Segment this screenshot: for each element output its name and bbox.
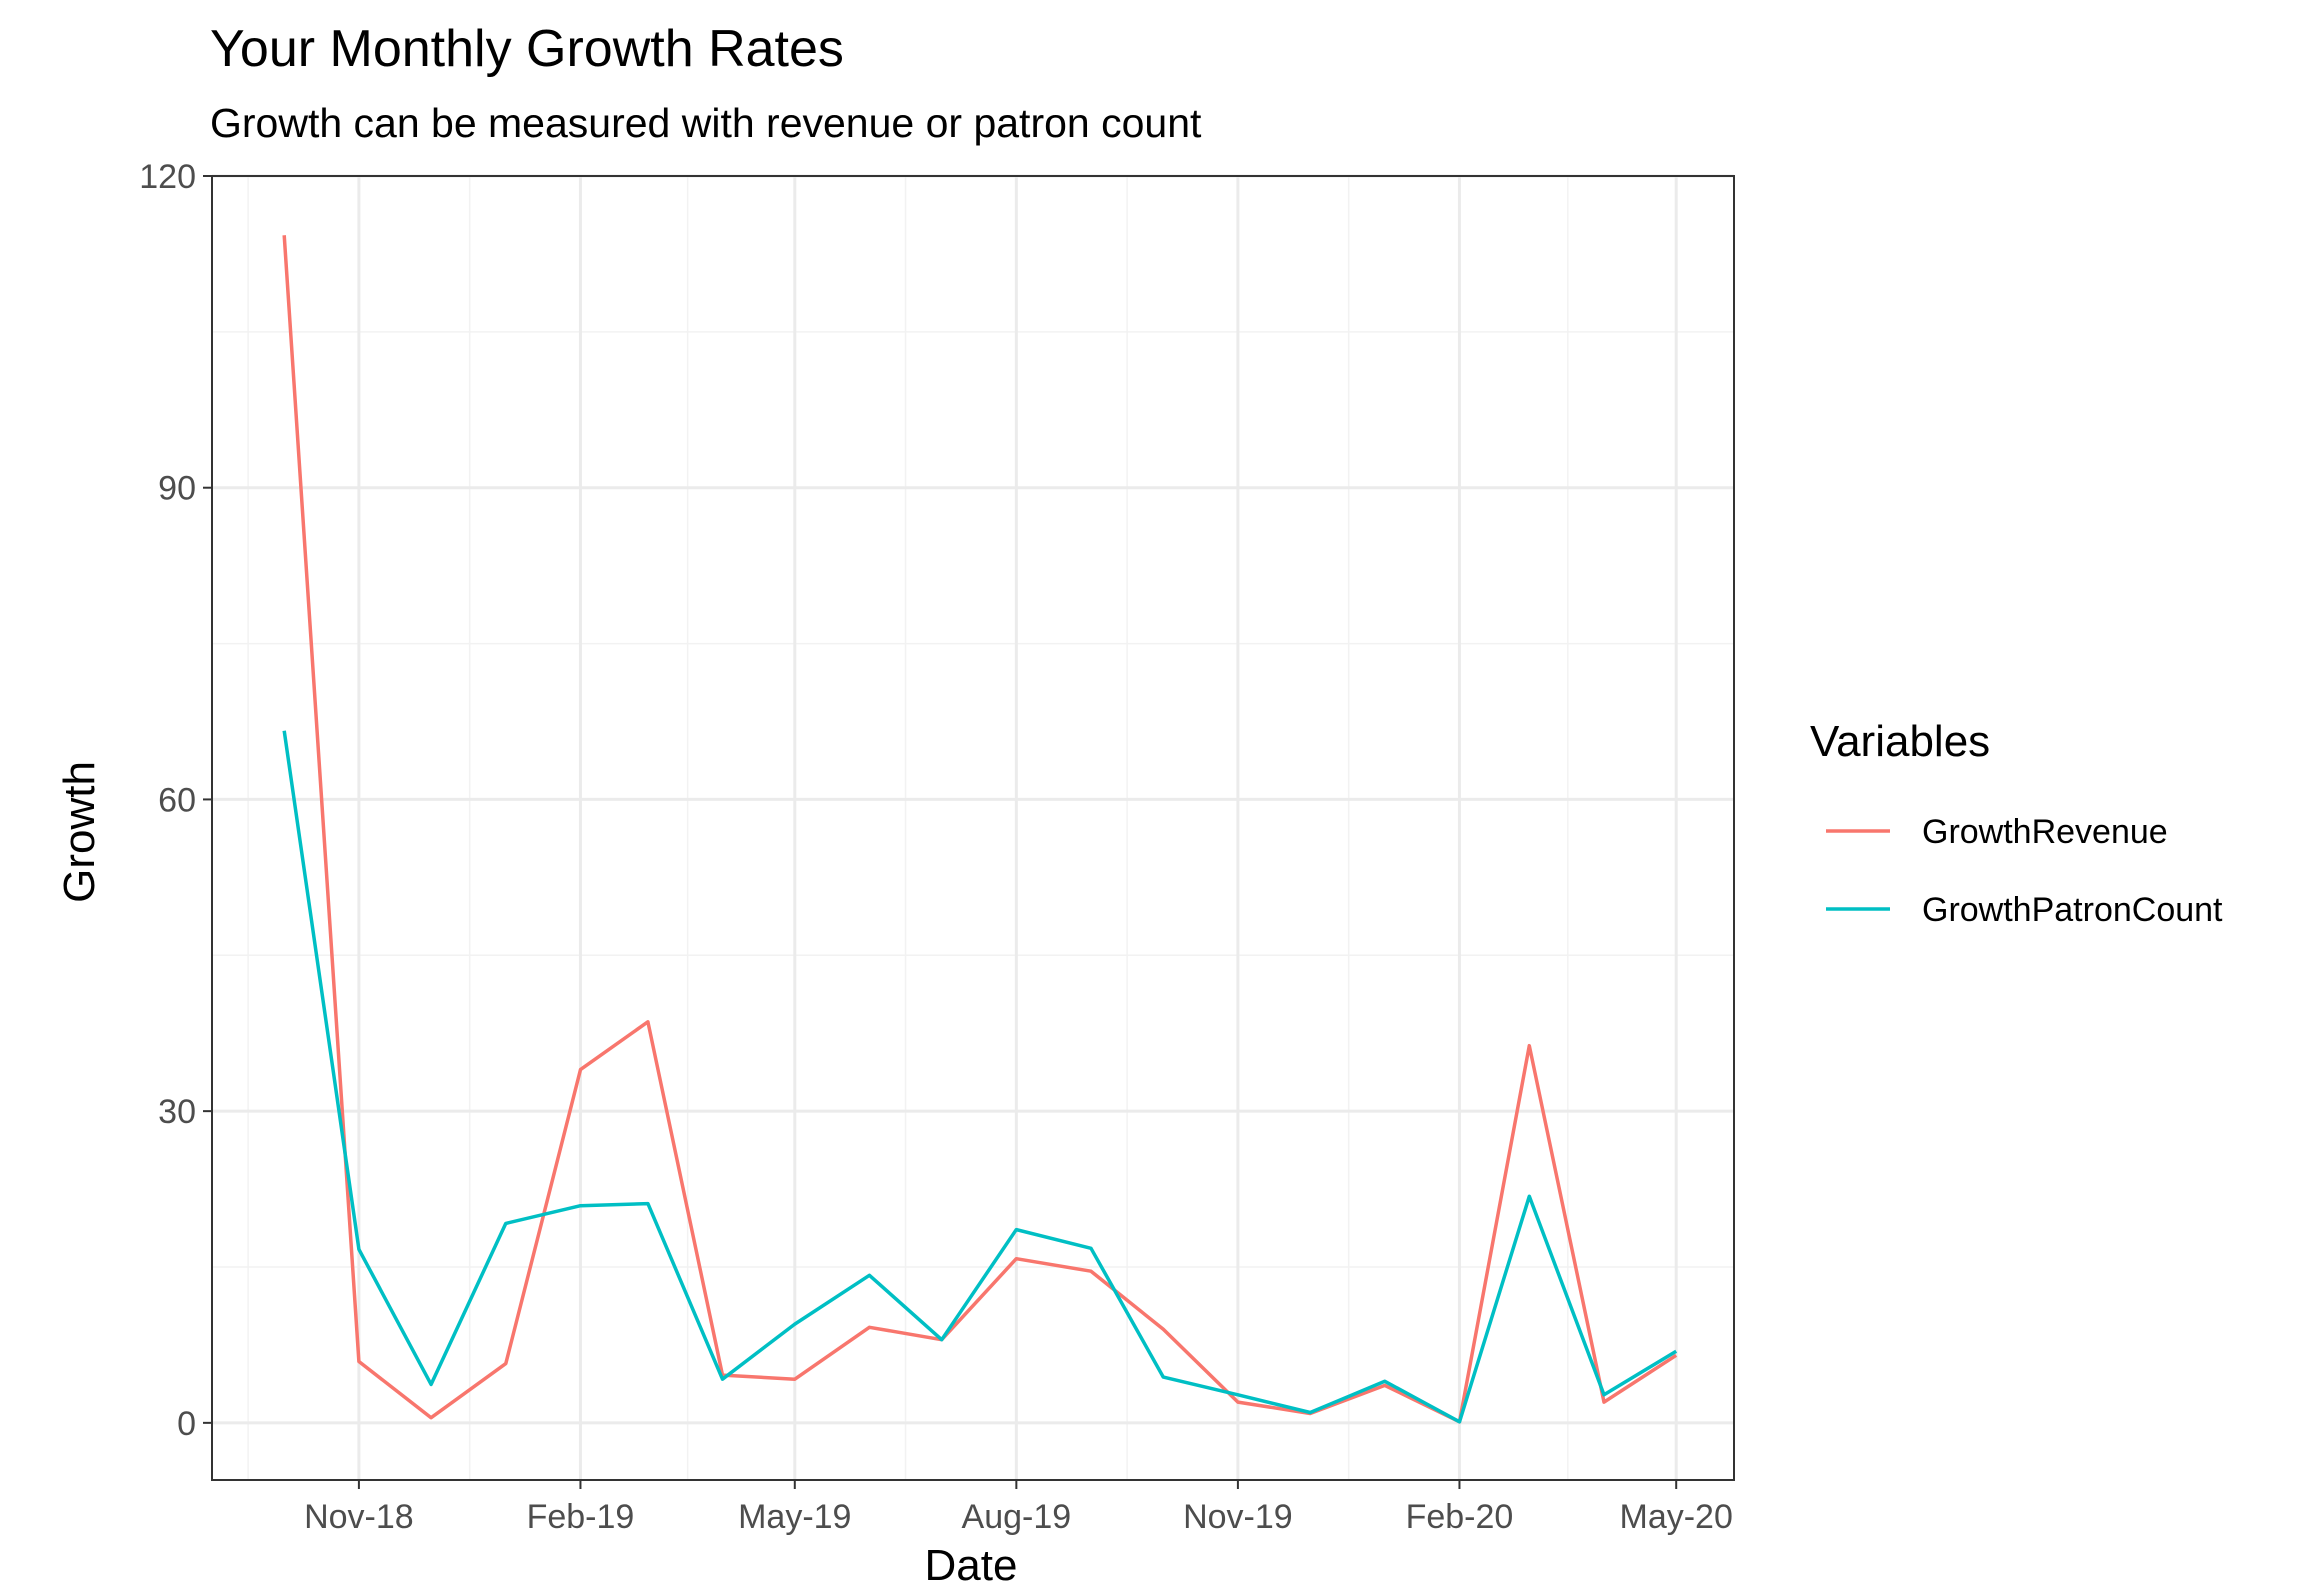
axis-layer: 0 30 60 90 120 Nov-18 Feb-19 May-19 Aug-19 Nov-19… — [139, 158, 1733, 1536]
y-tick-label: 90 — [158, 470, 196, 508]
x-tick-label: Nov-18 — [304, 1498, 414, 1536]
series-line-growthpatroncount — [282, 730, 1678, 1424]
legend-label-growthrevenue: GrowthRevenue — [1922, 813, 2168, 851]
x-axis-title: Date — [925, 1541, 1018, 1586]
y-axis-title: Growth — [55, 761, 104, 903]
x-tick-label: May-19 — [738, 1498, 851, 1536]
chart-subtitle: Growth can be measured with revenue or p… — [210, 100, 1202, 146]
y-tick-label: 30 — [158, 1093, 196, 1131]
y-tick-label: 120 — [139, 158, 196, 196]
plot-panel-border — [211, 175, 1735, 1481]
legend: GrowthRevenue GrowthPatronCount — [1826, 813, 2223, 929]
y-tick-label: 60 — [158, 781, 196, 819]
x-tick-label: Feb-20 — [1406, 1498, 1514, 1536]
legend-label-growthpatroncount: GrowthPatronCount — [1922, 891, 2223, 929]
x-tick-label: May-20 — [1620, 1498, 1733, 1536]
x-tick-label: Aug-19 — [962, 1498, 1072, 1536]
chart-title: Your Monthly Growth Rates — [210, 20, 844, 78]
x-tick-label: Nov-19 — [1183, 1498, 1293, 1536]
y-tick-label: 0 — [177, 1405, 196, 1443]
series-layer — [282, 235, 1678, 1424]
x-tick-label: Feb-19 — [527, 1498, 635, 1536]
grid-layer — [212, 174, 1734, 1480]
legend-title: Variables — [1810, 717, 1990, 766]
